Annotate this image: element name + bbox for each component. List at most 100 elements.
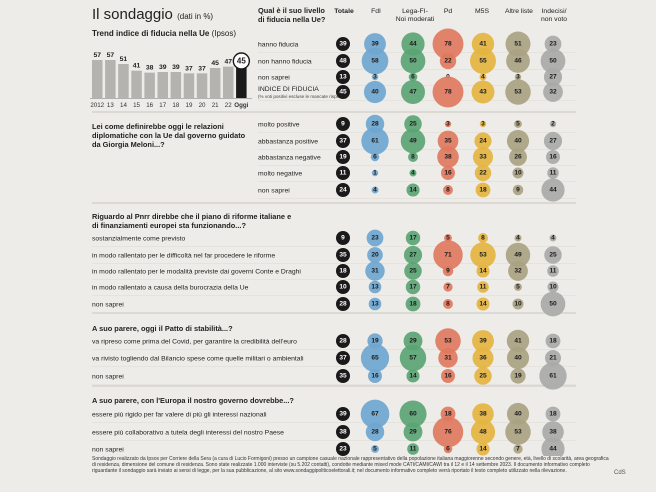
bubble-value: 18 bbox=[549, 411, 557, 418]
bubble bbox=[363, 80, 387, 104]
bubble-value: 76 bbox=[444, 429, 452, 436]
bubble bbox=[439, 52, 457, 70]
bubble-value: 26 bbox=[514, 154, 522, 161]
bubble bbox=[544, 349, 562, 367]
bubble bbox=[441, 369, 455, 383]
trend-bar-value: 51 bbox=[120, 56, 128, 63]
row-label: essere più collaborativo a tutela degli … bbox=[92, 430, 284, 437]
bubble-value: 3 bbox=[373, 74, 377, 81]
trend-tick-label: 17 bbox=[159, 102, 166, 109]
row-label: non saprei bbox=[258, 188, 290, 195]
trend-tick-label: 22 bbox=[225, 102, 232, 109]
trend-bar-label-bubble bbox=[232, 52, 251, 70]
bubble-value: 49 bbox=[409, 138, 417, 145]
trend-tick-label: 14 bbox=[120, 102, 127, 109]
bubble bbox=[540, 291, 566, 317]
bubble-value: 18 bbox=[409, 301, 417, 308]
bubble-value: 37 bbox=[339, 355, 347, 362]
trend-bar-value: 41 bbox=[133, 63, 141, 70]
trend-tick-label: 19 bbox=[186, 102, 193, 109]
bubble bbox=[408, 152, 418, 162]
bubble bbox=[544, 246, 562, 264]
bubble-value: 16 bbox=[444, 170, 452, 177]
bubble-value: 47 bbox=[409, 89, 417, 96]
bubble-value: 5 bbox=[516, 121, 520, 128]
title-note: (dati in %) bbox=[177, 12, 214, 21]
bubble-value: 38 bbox=[444, 154, 452, 161]
bubble-value: 18 bbox=[479, 187, 487, 194]
trend-bar-value: 57 bbox=[107, 52, 115, 59]
trend-bar-value: 37 bbox=[198, 65, 206, 72]
bubble-value: 44 bbox=[409, 41, 417, 48]
row-label: hanno fiducia bbox=[258, 42, 299, 49]
bubble-value: 7 bbox=[516, 446, 520, 453]
bubble-value: 4 bbox=[516, 235, 520, 242]
bubble-value: 39 bbox=[479, 338, 487, 345]
col-header-pd: Pd bbox=[443, 8, 453, 15]
bubble bbox=[336, 351, 350, 365]
bubble bbox=[545, 406, 561, 422]
bubble bbox=[336, 117, 350, 131]
col-header-fdi: FdI bbox=[371, 8, 381, 15]
bubble bbox=[513, 444, 523, 454]
bubble bbox=[514, 283, 522, 291]
trend-bar bbox=[92, 60, 103, 98]
bubble bbox=[437, 146, 459, 168]
bubble bbox=[336, 85, 350, 99]
bubble bbox=[474, 164, 492, 182]
bubble bbox=[360, 343, 390, 373]
bubble bbox=[476, 264, 490, 278]
bubble bbox=[407, 443, 419, 455]
row-label: abbastanza negative bbox=[258, 155, 321, 162]
bubble-value: 8 bbox=[481, 235, 485, 242]
bubble bbox=[336, 297, 350, 311]
bubble bbox=[336, 166, 350, 180]
bubble bbox=[443, 444, 453, 454]
trend-bar-value: 57 bbox=[93, 52, 101, 59]
bubble bbox=[508, 261, 528, 281]
bubble-value: 65 bbox=[371, 355, 379, 362]
bubble-value: 44 bbox=[549, 187, 557, 194]
bubble-value: 25 bbox=[409, 121, 417, 128]
trend-tick-label: 2012 bbox=[90, 102, 104, 109]
row-label: molto positive bbox=[258, 122, 300, 129]
bubble bbox=[505, 79, 531, 105]
bubble-value: 31 bbox=[444, 355, 452, 362]
bubble bbox=[408, 72, 418, 82]
bubble bbox=[360, 399, 390, 429]
bubble-value: 50 bbox=[549, 301, 557, 308]
trend-bar-chart: 57 2012 57 13 51 14 41 15 38 16 39 17 39 18 37 19 37 20 45… bbox=[90, 52, 252, 109]
bubble bbox=[539, 362, 567, 390]
bubble bbox=[336, 425, 350, 439]
bubble-value: 16 bbox=[371, 373, 379, 380]
bubble-value: 19 bbox=[339, 154, 347, 161]
bubble-value: 19 bbox=[514, 373, 522, 380]
bubble bbox=[545, 333, 561, 349]
bubble bbox=[443, 299, 453, 309]
bubble-value: 8 bbox=[446, 187, 450, 194]
bubble-value: 4 bbox=[373, 187, 377, 194]
bubble-value: 35 bbox=[339, 373, 347, 380]
bubble-value: 14 bbox=[479, 301, 487, 308]
bubble bbox=[399, 344, 427, 372]
bubble bbox=[514, 234, 522, 242]
credit: CdS bbox=[614, 470, 626, 476]
bubble-value: 44 bbox=[549, 446, 557, 453]
bubble-value: 5 bbox=[516, 284, 520, 291]
bubble-value: 14 bbox=[409, 187, 417, 194]
bubble-value: 27 bbox=[549, 138, 557, 145]
trend-bar-value: 39 bbox=[159, 64, 167, 71]
bubble-value: 9 bbox=[516, 187, 520, 194]
bubble bbox=[444, 120, 452, 128]
bubble bbox=[472, 347, 494, 369]
bubble bbox=[543, 82, 563, 102]
bubble bbox=[512, 298, 524, 310]
bubble bbox=[506, 346, 530, 370]
bubble bbox=[403, 422, 423, 442]
bubble-value: 13 bbox=[371, 301, 379, 308]
bubble-value: 21 bbox=[549, 355, 557, 362]
bubble-value: 28 bbox=[339, 338, 347, 345]
trend-bar bbox=[196, 73, 208, 98]
bubble bbox=[367, 247, 383, 263]
